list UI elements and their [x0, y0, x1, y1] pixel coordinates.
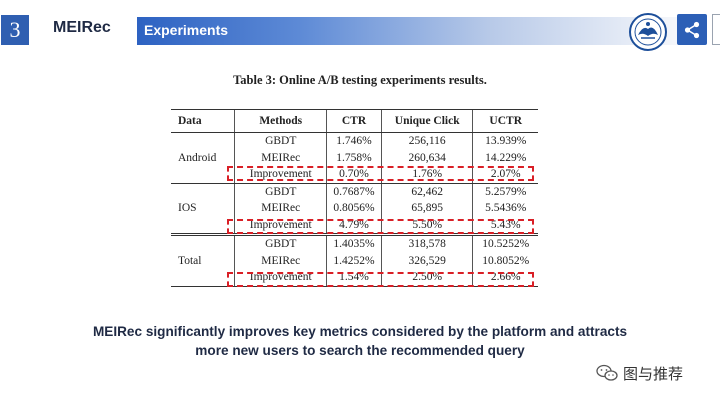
group-label-ios: IOS [171, 183, 235, 236]
column-header-ctr: CTR [326, 109, 382, 133]
method-cell: GBDT [234, 132, 327, 150]
method-cell: GBDT [234, 183, 327, 200]
table-row: MEIRec 1.758% 260,634 14.229% [171, 149, 538, 166]
slide-header: 3 MEIRec Experiments [0, 0, 720, 62]
table-row: MEIRec 1.4252% 326,529 10.8052% [171, 252, 538, 269]
university-seal-icon [629, 13, 667, 51]
group-label-android: Android [171, 132, 235, 184]
improvement-highlight-ios [227, 219, 534, 234]
section-number-badge: 3 [1, 15, 29, 45]
share-button[interactable] [677, 14, 707, 45]
uctr-cell: 10.5252% [472, 234, 538, 253]
section-banner: Experiments [137, 17, 677, 45]
table-caption: Table 3: Online A/B testing experiments … [233, 73, 487, 87]
ctr-cell: 1.4252% [326, 252, 382, 269]
unique-click-cell: 62,462 [380, 183, 473, 200]
column-header-uctr: UCTR [472, 109, 538, 133]
summary-text: MEIRec significantly improves key metric… [40, 322, 680, 360]
ctr-cell: 1.4035% [326, 234, 382, 253]
method-cell: MEIRec [234, 252, 327, 269]
brand-title: MEIRec [53, 19, 111, 36]
share-icon [684, 21, 700, 38]
watermark: 图与推荐 [596, 361, 683, 385]
ctr-cell: 1.758% [326, 149, 382, 166]
uctr-cell: 5.2579% [472, 183, 538, 200]
column-header-methods: Methods [234, 109, 327, 133]
ctr-cell: 0.7687% [326, 183, 382, 200]
table-row: MEIRec 0.8056% 65,895 5.5436% [171, 200, 538, 217]
unique-click-cell: 260,634 [380, 149, 473, 166]
method-cell: MEIRec [234, 200, 327, 217]
uctr-cell: 13.939% [472, 132, 538, 150]
section-title: Experiments [144, 22, 229, 38]
results-table: Data Methods CTR Unique Click UCTR Andro… [171, 109, 538, 287]
method-cell: GBDT [234, 234, 327, 253]
improvement-highlight-total [227, 272, 534, 287]
column-header-data: Data [171, 109, 235, 133]
ctr-cell: 0.8056% [326, 200, 382, 217]
wechat-icon [596, 364, 618, 381]
unique-click-cell: 65,895 [380, 200, 473, 217]
method-cell: MEIRec [234, 149, 327, 166]
watermark-text: 图与推荐 [623, 365, 684, 383]
header-edge-panel [712, 14, 720, 45]
ctr-cell: 1.746% [326, 132, 382, 150]
unique-click-cell: 326,529 [380, 252, 473, 269]
table-row: IOS GBDT 0.7687% 62,462 5.2579% [171, 183, 538, 236]
uctr-cell: 5.5436% [472, 200, 538, 217]
column-header-unique-click: Unique Click [380, 109, 473, 133]
table-row-improvement: Improvement 0.70% 1.76% 2.07% [171, 166, 538, 184]
table-header-row: Data Methods CTR Unique Click UCTR [171, 109, 538, 133]
table-row: Android GBDT 1.746% 256,116 13.939% [171, 132, 538, 184]
improvement-highlight-android [227, 166, 534, 181]
uctr-cell: 14.229% [472, 149, 538, 166]
summary-line-2: more new users to search the recommended… [195, 343, 525, 358]
results-table-container: Data Methods CTR Unique Click UCTR Andro… [171, 109, 538, 287]
table-row: Total GBDT 1.4035% 318,578 10.5252% [171, 234, 538, 287]
uctr-cell: 10.8052% [472, 252, 538, 269]
group-label-total: Total [171, 234, 235, 287]
unique-click-cell: 256,116 [380, 132, 473, 150]
summary-line-1: MEIRec significantly improves key metric… [92, 324, 628, 339]
unique-click-cell: 318,578 [380, 234, 473, 253]
